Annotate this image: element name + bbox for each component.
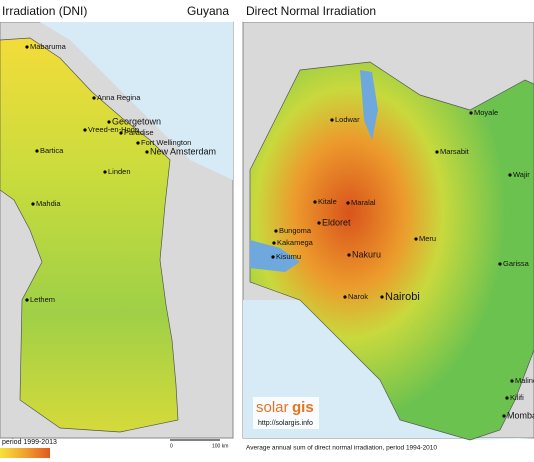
city-dot	[380, 295, 384, 299]
city-dot	[330, 118, 334, 122]
right-title: Direct Normal Irradiation	[246, 4, 376, 18]
city-label: Paradise	[124, 128, 154, 137]
city-dot	[83, 128, 87, 132]
city-label: Bungoma	[279, 226, 312, 235]
lake-victoria	[250, 240, 300, 272]
city-dot	[414, 237, 418, 241]
city-label: Nairobi	[385, 291, 420, 303]
logo-part: gis	[292, 399, 314, 416]
guyana	[0, 37, 179, 433]
city-dot	[313, 200, 317, 204]
city-dot	[31, 202, 35, 206]
scale-label: 0	[170, 443, 173, 449]
city-label: Nakuru	[352, 249, 381, 259]
city-dot	[272, 241, 276, 245]
city-dot	[107, 120, 111, 124]
city-label: Meru	[419, 234, 436, 243]
sea	[40, 22, 233, 180]
city-dot	[103, 170, 107, 174]
city-label: Mahdia	[36, 199, 61, 208]
city-dot	[145, 150, 149, 154]
colorbar	[0, 448, 50, 458]
city-label: Narok	[348, 292, 368, 301]
city-dot	[274, 229, 278, 233]
url: http://solargis.info	[258, 420, 313, 427]
city-dot	[505, 396, 509, 400]
city-dot	[92, 96, 96, 100]
city-label: Lethem	[30, 295, 55, 304]
city-dot	[317, 221, 321, 225]
country: Guyana	[187, 4, 229, 18]
city-label: Marsabit	[440, 147, 470, 156]
right-title-bar	[243, 2, 534, 22]
city-label: Malindi	[515, 376, 534, 385]
logo-part: solar	[256, 399, 289, 416]
city-dot	[510, 379, 514, 383]
scale-label: 100 km	[212, 443, 228, 449]
left-title: Irradiation (DNI)	[2, 4, 87, 18]
city-label: Mabaruma	[30, 42, 67, 51]
city-label: Kisumu	[276, 252, 301, 261]
city-label: Linden	[108, 167, 131, 176]
city-label: Kilifi	[510, 393, 524, 402]
left-title-bar	[0, 2, 233, 22]
city-dot	[119, 131, 123, 135]
city-dot	[498, 262, 502, 266]
city-label: Momba	[507, 410, 534, 420]
city-label: Eldoret	[322, 217, 351, 227]
city-dot	[271, 255, 275, 259]
city-label: Anna Regina	[97, 93, 141, 102]
city-dot	[35, 149, 39, 153]
city-label: Kakamega	[277, 238, 314, 247]
left-footer: period 1999-2013	[2, 439, 57, 446]
city-dot	[502, 414, 506, 418]
kenya	[249, 61, 534, 441]
city-label: Fort Wellington	[141, 138, 191, 147]
city-dot	[435, 150, 439, 154]
city-label: Garissa	[503, 259, 530, 268]
city-dot	[347, 253, 351, 257]
city-label: New Amsterdam	[150, 146, 216, 156]
city-dot	[25, 298, 29, 302]
city-label: Kitale	[318, 197, 337, 206]
city-dot	[508, 173, 512, 177]
city-label: Georgetown	[112, 116, 161, 126]
city-label: Maralal	[351, 198, 376, 207]
city-dot	[469, 111, 473, 115]
logo-box	[253, 397, 319, 429]
city-label: Moyale	[474, 108, 498, 117]
city-dot	[343, 295, 347, 299]
city-label: Bartica	[40, 146, 64, 155]
city-label: Lodwar	[335, 115, 360, 124]
city-dot	[346, 201, 350, 205]
city-label: Vreed-en-Hoop	[88, 125, 139, 134]
city-dot	[136, 141, 140, 145]
lake-turkana	[360, 70, 378, 140]
right-footer: Average annual sum of direct normal irra…	[246, 445, 437, 452]
city-dot	[25, 45, 29, 49]
city-label: Wajir	[513, 170, 530, 179]
